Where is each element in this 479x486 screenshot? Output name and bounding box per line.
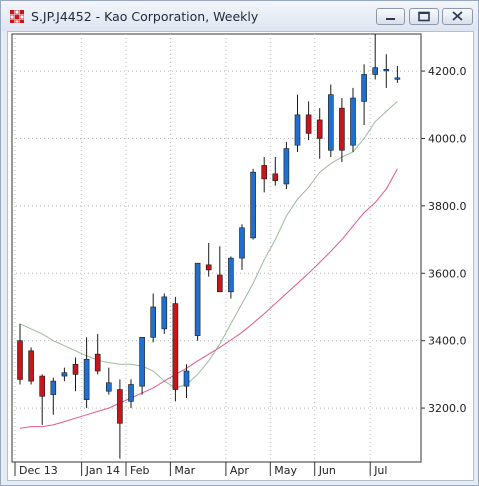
candle-body — [383, 69, 390, 72]
y-tick-label: 4200.0 — [428, 65, 467, 78]
candle-body — [94, 353, 101, 372]
x-tick-label: Feb — [130, 464, 149, 477]
candle-body — [139, 337, 145, 387]
plot-frame — [11, 33, 422, 463]
candle-body — [28, 350, 34, 382]
candle-body — [394, 77, 401, 80]
candle-body — [194, 262, 201, 336]
candle-body — [150, 306, 156, 338]
candle-body — [305, 114, 312, 134]
candle-body — [261, 165, 267, 180]
minimize-button[interactable] — [376, 8, 405, 25]
candle-body — [361, 74, 367, 102]
moving-average-line — [19, 101, 398, 389]
candle-body — [372, 67, 379, 75]
window-title: S.JP.J4452 - Kao Corporation, Weekly — [31, 9, 259, 24]
candle-body — [172, 303, 179, 390]
y-tick-label: 4000.0 — [428, 132, 467, 145]
close-icon — [452, 11, 463, 21]
x-tick-label: Dec 13 — [19, 464, 58, 477]
candle-body — [128, 384, 134, 402]
candle-body — [17, 340, 23, 380]
candle-body — [217, 274, 223, 293]
y-tick-label: 3600.0 — [428, 267, 467, 280]
candle-body — [39, 375, 46, 397]
candle-body — [106, 382, 112, 392]
minimize-icon — [386, 18, 395, 20]
candle-body — [294, 114, 301, 146]
candle-body — [50, 380, 57, 395]
candle-body — [350, 97, 356, 146]
candle-body — [72, 363, 79, 375]
candle-body — [183, 370, 190, 387]
candle-body — [316, 119, 323, 139]
y-tick-label: 3200.0 — [428, 402, 467, 415]
candlestick-chart: 3200.0 3400.0 3600.0 3800.0 4000.0 4200.0 Dec … — [11, 33, 467, 477]
y-tick-label: 3400.0 — [428, 335, 467, 348]
candle-body — [228, 257, 234, 293]
candle-body — [61, 372, 68, 377]
maximize-icon — [418, 11, 430, 22]
x-tick-label: May — [274, 464, 297, 477]
candle-body — [283, 148, 290, 185]
candle-body — [327, 94, 334, 151]
candle-body — [239, 227, 245, 259]
chart-app-icon — [10, 10, 24, 23]
candle-body — [250, 171, 256, 239]
y-tick-label: 3800.0 — [428, 200, 467, 213]
candle-body — [339, 107, 345, 151]
candle-body — [272, 173, 279, 181]
x-tick-label: Mar — [174, 464, 195, 477]
candle-body — [117, 389, 123, 424]
x-tick-label: Jul — [373, 464, 387, 477]
title-bar[interactable]: S.JP.J4452 - Kao Corporation, Weekly — [1, 1, 478, 31]
candle-body — [83, 358, 90, 400]
chart-area: 3200.0 3400.0 3600.0 3800.0 4000.0 4200.0 Dec … — [7, 31, 474, 481]
moving-average-line — [19, 168, 398, 429]
candle-body — [161, 296, 168, 330]
close-button[interactable] — [442, 8, 473, 25]
candle-body — [205, 264, 212, 271]
x-tick-label: Apr — [230, 464, 250, 477]
x-tick-label: Jun — [318, 464, 336, 477]
x-tick-label: Jan 14 — [85, 464, 120, 477]
maximize-button[interactable] — [409, 8, 439, 25]
